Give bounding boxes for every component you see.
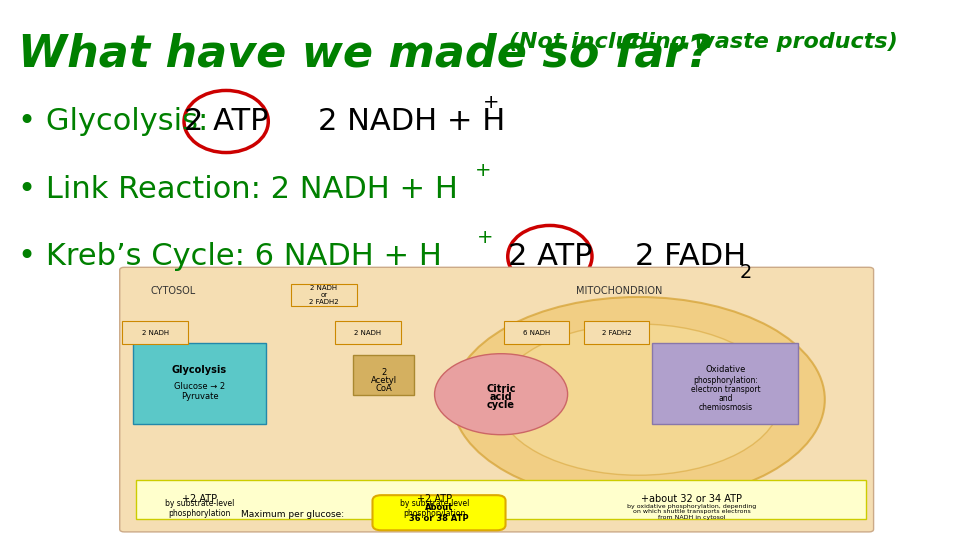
Text: 2 NADH + H: 2 NADH + H xyxy=(279,107,506,136)
Ellipse shape xyxy=(496,324,780,475)
Text: • Glycolysis:: • Glycolysis: xyxy=(17,107,218,136)
Text: +: + xyxy=(477,228,493,247)
Text: 2 NADH: 2 NADH xyxy=(354,329,382,336)
Text: 2: 2 xyxy=(739,263,752,282)
Text: 2 FADH: 2 FADH xyxy=(596,242,746,271)
Text: CoA: CoA xyxy=(375,384,392,393)
FancyBboxPatch shape xyxy=(291,284,356,306)
Text: by oxidative phosphorylation, depending
on which shuttle transports electrons
fr: by oxidative phosphorylation, depending … xyxy=(627,504,756,520)
Circle shape xyxy=(435,354,567,435)
FancyBboxPatch shape xyxy=(353,355,414,395)
Text: +about 32 or 34 ATP: +about 32 or 34 ATP xyxy=(641,495,742,504)
Text: cycle: cycle xyxy=(487,400,516,410)
Text: Glucose → 2: Glucose → 2 xyxy=(174,382,225,390)
FancyBboxPatch shape xyxy=(504,321,569,344)
Text: Maximum per glucose:: Maximum per glucose: xyxy=(241,510,345,518)
Text: Pyruvate: Pyruvate xyxy=(180,393,218,401)
Text: 2 FADH2: 2 FADH2 xyxy=(602,329,632,336)
Text: +: + xyxy=(474,160,491,180)
Text: MITOCHONDRION: MITOCHONDRION xyxy=(576,286,662,296)
Text: by substrate-level
phosphorylation: by substrate-level phosphorylation xyxy=(165,499,234,518)
Text: 2 ATP: 2 ATP xyxy=(184,107,269,136)
Text: electron transport: electron transport xyxy=(690,386,760,394)
Text: 2: 2 xyxy=(381,368,386,377)
Text: What have we made so far?: What have we made so far? xyxy=(17,32,712,76)
FancyBboxPatch shape xyxy=(335,321,401,344)
FancyBboxPatch shape xyxy=(652,343,798,424)
FancyBboxPatch shape xyxy=(135,480,867,519)
FancyBboxPatch shape xyxy=(372,495,506,530)
Text: +2 ATP: +2 ATP xyxy=(182,495,217,504)
FancyBboxPatch shape xyxy=(122,321,188,344)
Text: Glycolysis: Glycolysis xyxy=(172,365,228,375)
Text: phosphorylation:: phosphorylation: xyxy=(693,376,757,385)
FancyBboxPatch shape xyxy=(584,321,649,344)
Text: Citric: Citric xyxy=(487,384,516,394)
Text: CYTOSOL: CYTOSOL xyxy=(151,286,196,296)
Text: +: + xyxy=(483,93,500,112)
Text: Oxidative: Oxidative xyxy=(706,366,746,374)
Text: • Link Reaction: 2 NADH + H: • Link Reaction: 2 NADH + H xyxy=(17,174,458,204)
Text: 6 NADH: 6 NADH xyxy=(523,329,550,336)
FancyBboxPatch shape xyxy=(120,267,874,532)
Text: acid: acid xyxy=(490,392,513,402)
Text: 2 NADH
or
2 FADH2: 2 NADH or 2 FADH2 xyxy=(309,285,339,305)
Text: and: and xyxy=(718,394,732,403)
Text: (Not including waste products): (Not including waste products) xyxy=(501,32,898,52)
Text: About
36 or 38 ATP: About 36 or 38 ATP xyxy=(409,503,468,523)
Text: +2 ATP: +2 ATP xyxy=(417,495,452,504)
Text: chemiosmosis: chemiosmosis xyxy=(699,403,753,411)
Text: 2 NADH: 2 NADH xyxy=(142,329,169,336)
Ellipse shape xyxy=(452,297,825,502)
Text: Acetyl: Acetyl xyxy=(371,376,396,385)
Text: • Kreb’s Cycle: 6 NADH + H: • Kreb’s Cycle: 6 NADH + H xyxy=(17,242,442,271)
FancyBboxPatch shape xyxy=(133,343,266,424)
Text: by substrate-level
phosphorylation: by substrate-level phosphorylation xyxy=(400,499,469,518)
Text: 2 ATP: 2 ATP xyxy=(508,242,592,271)
